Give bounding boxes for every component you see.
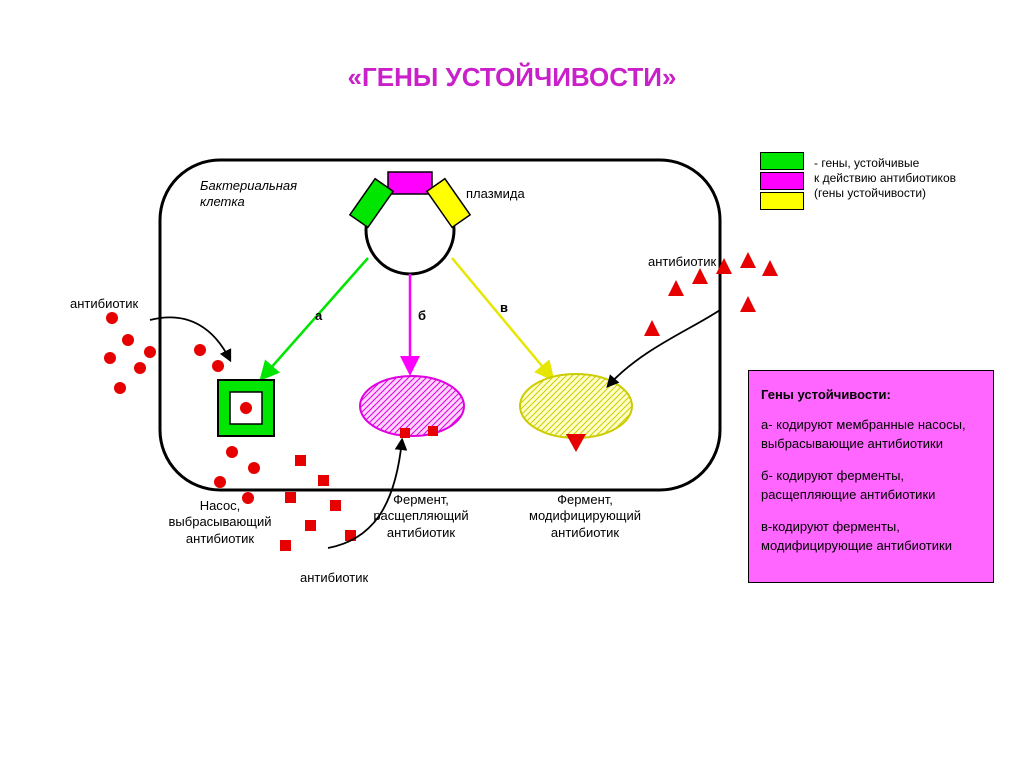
pump-output-dots (214, 446, 260, 504)
antibiotic-left-label: антибиотик (70, 296, 138, 312)
cell-label: Бактериальная клетка (200, 178, 297, 211)
info-box-v: в-кодируют ферменты, модифицирующие анти… (761, 517, 981, 556)
plasmid-label: плазмида (466, 186, 525, 202)
letter-v: в (500, 300, 508, 316)
arrow-antibiotic-left (150, 317, 230, 360)
info-box-header: Гены устойчивости: (761, 385, 981, 405)
arrow-v (452, 258, 552, 378)
pump-icon (218, 380, 274, 436)
legend-text: - гены, устойчивые к действию антибиотик… (814, 156, 956, 201)
antibiotic-bottom-squares (280, 455, 356, 551)
enzyme-modify-icon (520, 374, 632, 452)
enzyme-modify-label: Фермент, модифицирующий антибиотик (510, 492, 660, 541)
legend-swatch-yellow (760, 192, 804, 210)
info-box: Гены устойчивости: а- кодируют мембранны… (748, 370, 994, 583)
enzyme-cleave-label: Фермент, расщепляющий антибиотик (356, 492, 486, 541)
legend-swatch-magenta (760, 172, 804, 190)
pump-label: Насос, выбрасывающий антибиотик (150, 498, 290, 547)
info-box-b: б- кодируют ферменты, расщепляющие антиб… (761, 466, 981, 505)
info-box-a: а- кодируют мембранные насосы, выбрасыва… (761, 415, 981, 454)
enzyme-cleave-icon (360, 376, 464, 438)
antibiotic-left-dots (104, 312, 224, 394)
antibiotic-bottom-label: антибиотик (300, 570, 368, 586)
letter-a: а (315, 308, 322, 324)
antibiotic-right-label: антибиотик (648, 254, 716, 270)
legend-swatch-green (760, 152, 804, 170)
letter-b: б (418, 308, 426, 324)
arrow-antibiotic-right (608, 310, 720, 386)
